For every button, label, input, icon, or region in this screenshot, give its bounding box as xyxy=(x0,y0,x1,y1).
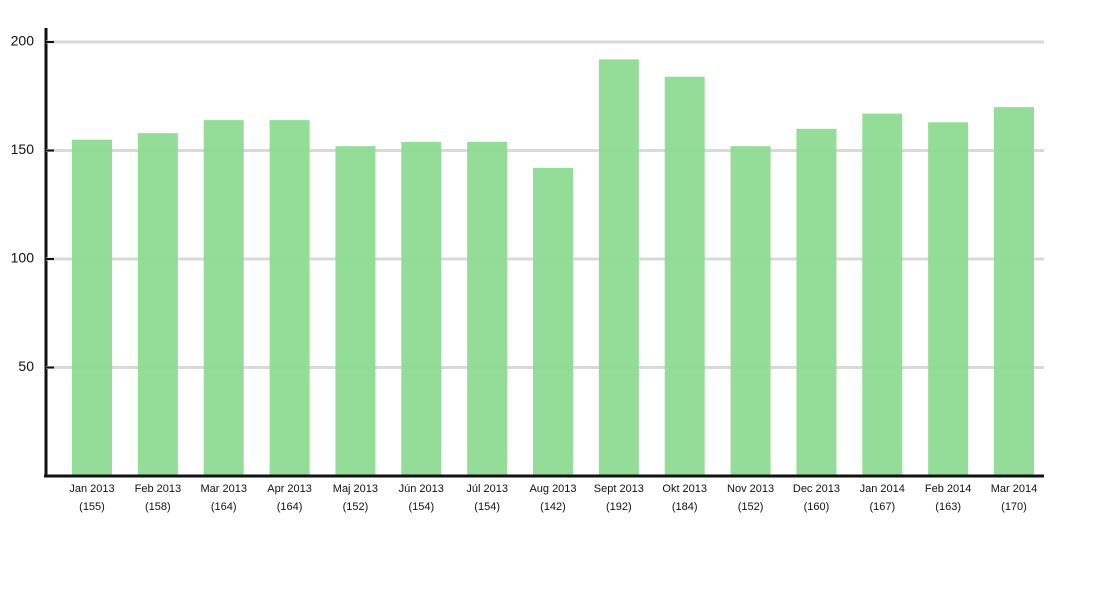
x-tick-label: Sept 2013 xyxy=(594,483,644,495)
x-tick-label: Feb 2014 xyxy=(925,483,971,495)
x-tick-label: Jún 2013 xyxy=(399,483,444,495)
value-label: (142) xyxy=(540,501,566,513)
bar xyxy=(862,113,903,477)
bar xyxy=(72,139,112,476)
x-tick-label: Aug 2013 xyxy=(529,483,576,495)
bar xyxy=(533,167,573,477)
bar xyxy=(335,146,376,476)
value-label: (154) xyxy=(474,501,500,513)
value-label: (154) xyxy=(408,501,434,513)
x-tick-label: Mar 2013 xyxy=(200,483,246,495)
bar xyxy=(203,120,244,477)
bar xyxy=(137,133,178,476)
value-label: (164) xyxy=(277,501,303,513)
x-tick-label: Dec 2013 xyxy=(793,483,840,495)
bar xyxy=(730,146,771,476)
bar xyxy=(664,76,705,476)
x-tick-label: Mar 2014 xyxy=(991,483,1037,495)
bar xyxy=(401,141,442,476)
x-tick-label: Feb 2013 xyxy=(135,483,181,495)
bar xyxy=(467,141,508,476)
bar xyxy=(994,107,1034,476)
x-tick-label: Apr 2013 xyxy=(267,483,312,495)
bar xyxy=(269,120,310,477)
x-tick-label: Jan 2014 xyxy=(860,483,905,495)
bar xyxy=(598,59,639,477)
y-tick-label: 50 xyxy=(18,358,34,374)
x-tick-label: Nov 2013 xyxy=(727,483,774,495)
x-tick-label: Okt 2013 xyxy=(662,483,707,495)
y-tick-label: 150 xyxy=(11,141,35,157)
value-label: (152) xyxy=(738,501,764,513)
x-tick-label: Jan 2013 xyxy=(69,483,114,495)
y-tick-label: 200 xyxy=(11,33,35,49)
value-label: (167) xyxy=(869,501,895,513)
value-label: (164) xyxy=(211,501,237,513)
value-label: (155) xyxy=(79,501,105,513)
value-label: (192) xyxy=(606,501,632,513)
bar xyxy=(928,122,969,476)
value-label: (163) xyxy=(935,501,961,513)
x-tick-label: Maj 2013 xyxy=(333,483,378,495)
value-label: (184) xyxy=(672,501,698,513)
x-tick-label: Júl 2013 xyxy=(466,483,508,495)
bar xyxy=(796,128,837,477)
y-tick-label: 100 xyxy=(11,250,35,266)
value-label: (160) xyxy=(804,501,830,513)
value-label: (158) xyxy=(145,501,171,513)
value-label: (152) xyxy=(343,501,369,513)
value-label: (170) xyxy=(1001,501,1027,513)
